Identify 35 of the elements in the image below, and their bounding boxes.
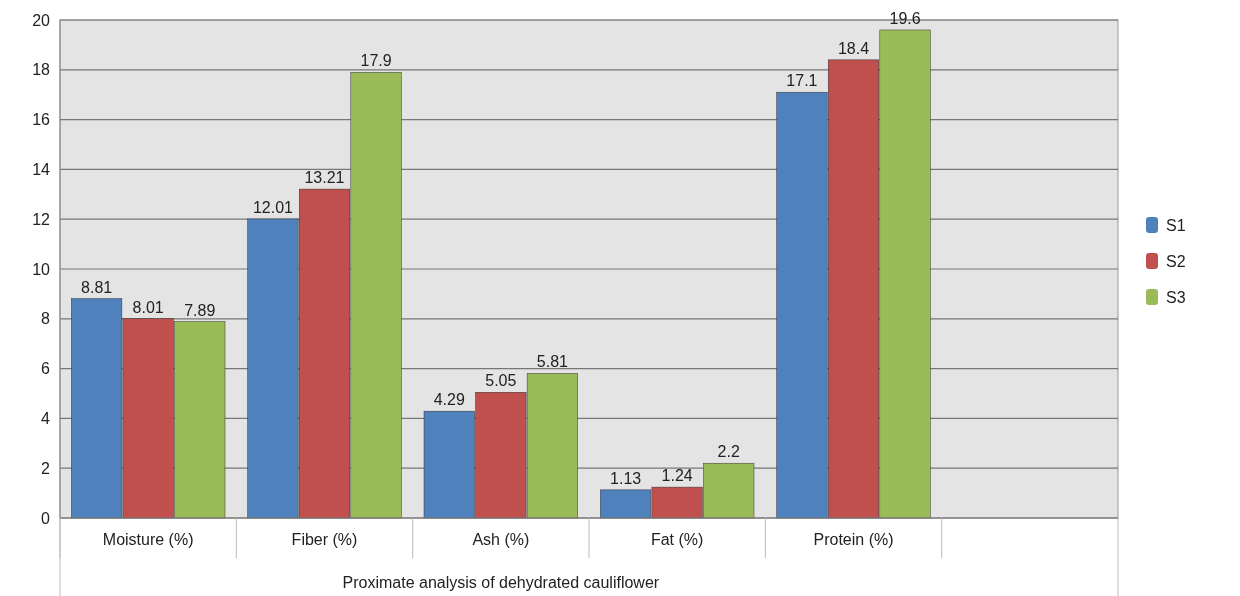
data-label: 19.6 [889, 9, 921, 27]
data-label: 2.2 [717, 443, 740, 461]
legend-label: S2 [1166, 252, 1186, 270]
y-tick-label: 18 [32, 61, 51, 79]
data-label: 1.24 [661, 467, 693, 485]
data-label: 18.4 [837, 39, 870, 57]
x-tick-label: Fiber (%) [291, 531, 358, 548]
x-tick-label: Fat (%) [650, 531, 704, 548]
y-tick-label: 16 [32, 111, 51, 129]
y-tick-label: 20 [32, 11, 51, 29]
data-label: 4.29 [433, 391, 465, 409]
data-label: 5.05 [485, 372, 517, 390]
data-label: 1.13 [610, 469, 642, 487]
data-label: 17.9 [360, 52, 392, 70]
x-tick-label: Protein (%) [813, 531, 894, 548]
data-label: 12.01 [252, 198, 294, 216]
x-tick-label: Ash (%) [472, 531, 530, 548]
data-label: 8.01 [132, 298, 164, 316]
legend-label: S3 [1166, 288, 1186, 306]
y-tick-label: 2 [41, 459, 51, 477]
x-axis-title: Proximate analysis of dehydrated cauliflower [342, 574, 660, 591]
data-label: 13.21 [304, 169, 345, 187]
data-label: 5.81 [536, 353, 569, 371]
data-label: 8.81 [81, 278, 113, 296]
y-tick-label: 12 [32, 210, 51, 228]
data-label: 17.1 [786, 72, 818, 90]
data-label: 7.89 [184, 301, 216, 319]
y-tick-label: 4 [41, 410, 51, 427]
legend-label: S1 [1166, 216, 1186, 234]
x-tick-label: Moisture (%) [102, 531, 194, 548]
y-tick-label: 14 [32, 161, 51, 178]
y-tick-label: 8 [41, 310, 51, 328]
y-tick-label: 10 [32, 260, 51, 278]
y-tick-label: 0 [41, 509, 51, 527]
y-tick-label: 6 [41, 360, 51, 378]
